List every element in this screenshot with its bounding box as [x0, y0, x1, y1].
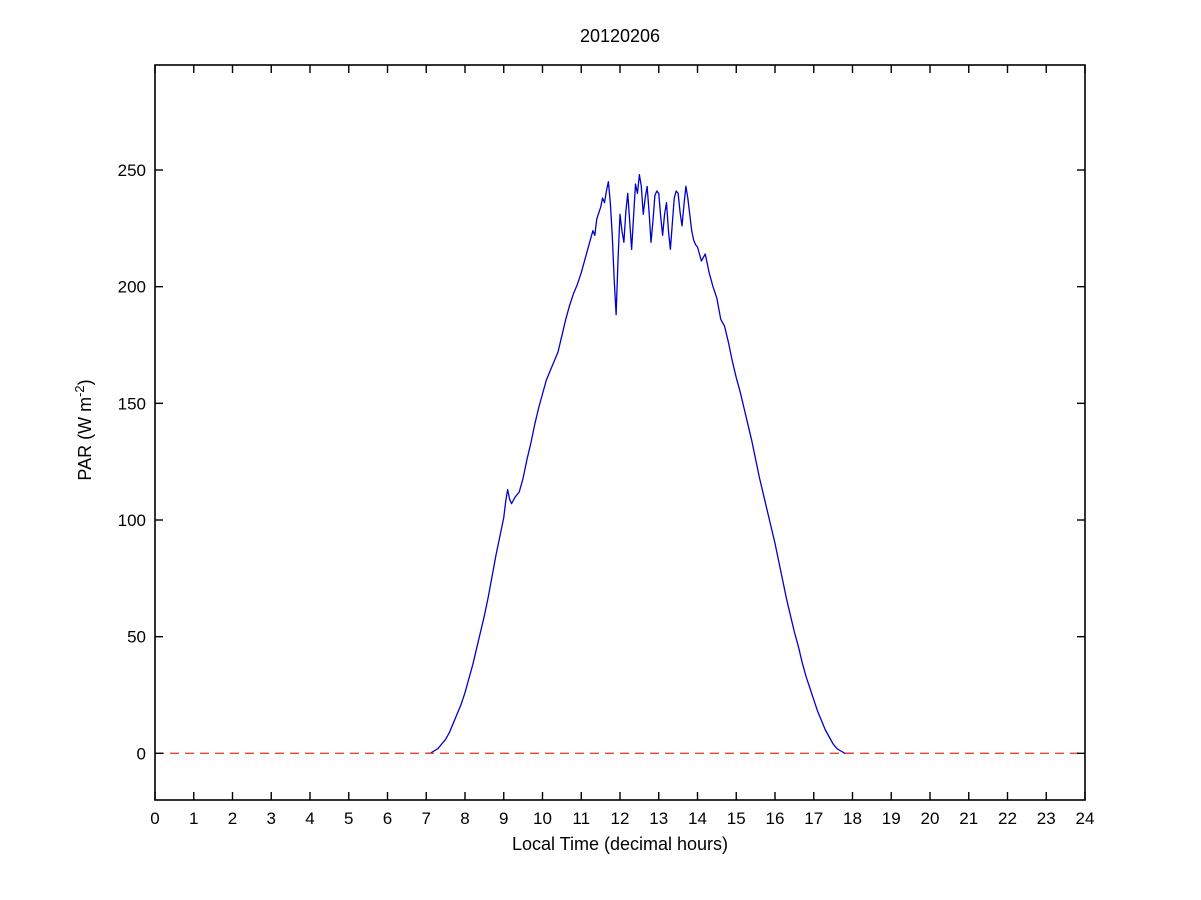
- x-tick-label: 22: [998, 809, 1017, 828]
- plot-box: [154, 64, 1086, 801]
- x-tick-label: 9: [499, 809, 508, 828]
- y-axis-label-superscript: -2: [72, 385, 87, 397]
- x-tick-label: 15: [727, 809, 746, 828]
- x-tick-label: 23: [1037, 809, 1056, 828]
- x-tick-label: 19: [882, 809, 901, 828]
- x-tick-label: 12: [611, 809, 630, 828]
- x-tick-label: 7: [422, 809, 431, 828]
- y-tick-label: 50: [127, 628, 146, 647]
- x-tick-label: 0: [150, 809, 159, 828]
- y-tick-label: 0: [137, 744, 146, 763]
- x-tick-label: 5: [344, 809, 353, 828]
- x-tick-label: 14: [688, 809, 707, 828]
- x-tick-label: 10: [533, 809, 552, 828]
- x-tick-label: 3: [267, 809, 276, 828]
- x-tick-label: 13: [649, 809, 668, 828]
- x-tick-label: 1: [189, 809, 198, 828]
- par-series-line: [425, 174, 854, 754]
- x-tick-label: 17: [804, 809, 823, 828]
- x-tick-label: 8: [460, 809, 469, 828]
- x-tick-label: 2: [228, 809, 237, 828]
- x-tick-label: 18: [843, 809, 862, 828]
- y-axis-label: PAR (W m-2): [72, 379, 96, 480]
- chart-title: 20120206: [579, 26, 661, 46]
- x-tick-label: 4: [305, 809, 314, 828]
- y-tick-label: 200: [118, 278, 146, 297]
- y-tick-label: 150: [118, 394, 146, 413]
- x-tick-label: 20: [921, 809, 940, 828]
- x-tick-label: 24: [1076, 809, 1095, 828]
- x-tick-label: 6: [383, 809, 392, 828]
- y-axis-label-close: ): [75, 379, 95, 386]
- y-tick-label: 100: [118, 511, 146, 530]
- x-tick-label: 11: [572, 809, 590, 828]
- y-axis-label-text: PAR (W m: [75, 396, 95, 481]
- x-tick-label: 21: [959, 809, 978, 828]
- x-tick-label: 16: [766, 809, 785, 828]
- x-axis-label: Local Time (decimal hours): [511, 834, 729, 854]
- y-tick-label: 250: [118, 161, 146, 180]
